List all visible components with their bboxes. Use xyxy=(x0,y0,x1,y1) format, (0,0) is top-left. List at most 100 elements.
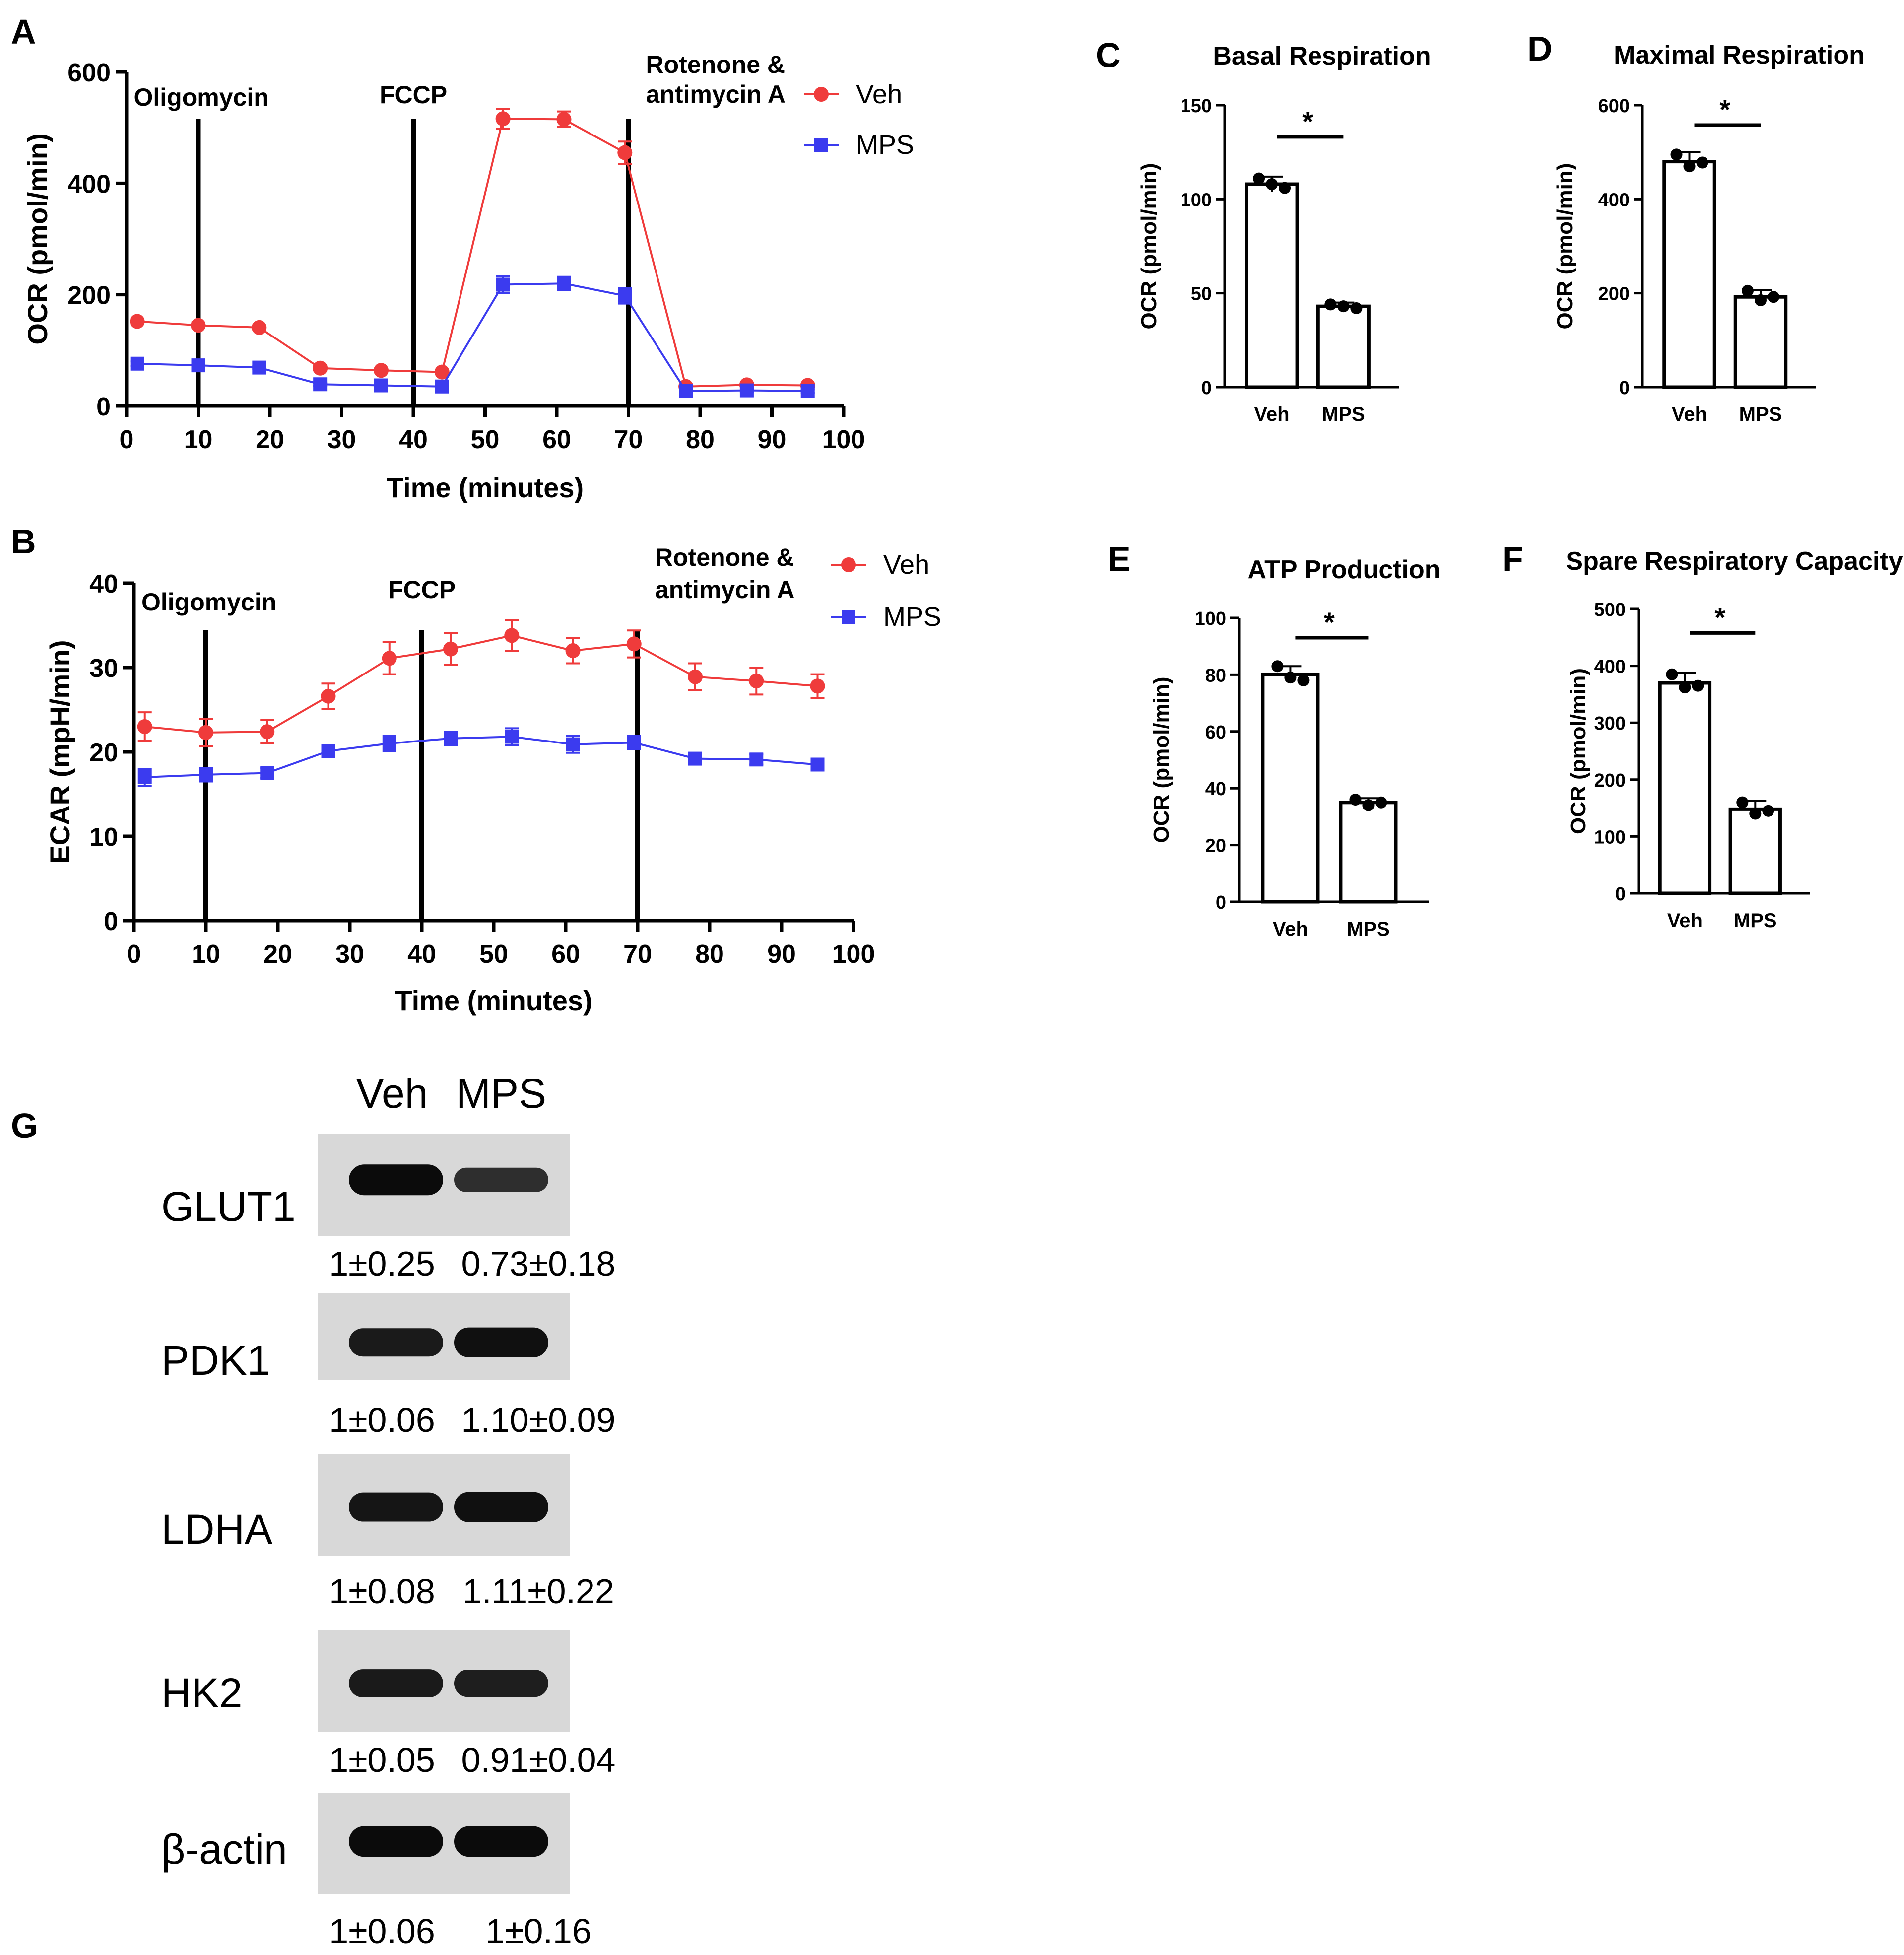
chart-c-y-tick-label: 150 xyxy=(1181,96,1212,117)
chart-b-veh-series-line xyxy=(144,634,818,734)
chart-f-veh-data-point xyxy=(1692,679,1704,692)
chart-c-veh-x-tick-label: Veh xyxy=(1254,404,1289,425)
chart-a-y-axis-label: OCR (pmol/min) xyxy=(22,133,53,344)
chart-c-panel-label: C xyxy=(1096,36,1121,74)
chart-d-mps-data-point xyxy=(1755,294,1767,306)
chart-c-title: Basal Respiration xyxy=(1213,42,1431,70)
chart-d-y-tick-label: 400 xyxy=(1598,190,1630,210)
chart-e-mps-data-point xyxy=(1362,799,1375,811)
panel-label-g: G xyxy=(11,1106,38,1145)
blot-hk2-band-mps xyxy=(454,1670,548,1697)
chart-a-mps-point xyxy=(130,356,144,371)
blot-ldha-band-veh xyxy=(349,1492,443,1522)
chart-b-veh-point xyxy=(137,719,152,734)
chart-c-mps-data-point xyxy=(1337,300,1350,313)
chart-c-mps-x-tick-label: MPS xyxy=(1322,404,1365,425)
chart-b-mps-point xyxy=(566,737,580,751)
chart-a-x-tick-label: 10 xyxy=(184,425,213,454)
chart-e-y-tick-label: 80 xyxy=(1205,665,1226,686)
chart-d-mps-x-tick-label: MPS xyxy=(1739,404,1782,425)
blot-actin-quant-veh: 1±0.06 xyxy=(329,1912,435,1951)
chart-a-injection-label: FCCP xyxy=(380,81,447,109)
chart-e-y-axis-label: OCR (pmol/min) xyxy=(1149,677,1174,843)
chart-d-y-tick-label: 200 xyxy=(1598,284,1630,305)
chart-a-panel-label: A xyxy=(11,12,36,51)
chart-b-veh-point xyxy=(260,724,275,740)
chart-d-y-tick-label: 600 xyxy=(1598,96,1630,117)
blot-pdk1-quant-mps: 1.10±0.09 xyxy=(461,1401,616,1439)
blot-ldha-protein-label: LDHA xyxy=(161,1506,272,1552)
chart-e-y-tick-label: 20 xyxy=(1205,836,1226,857)
chart-b-injection-label: Oligomycin xyxy=(141,588,276,616)
chart-c-y-tick-label: 100 xyxy=(1181,190,1212,210)
chart-c-veh-data-point xyxy=(1279,182,1291,194)
chart-b-y-tick-label: 20 xyxy=(89,739,118,767)
chart-e-y-tick-label: 60 xyxy=(1205,722,1226,743)
panel-f-spare-respiratory-capacity: F Spare Respiratory Capacity 0 100 200 300 400… xyxy=(1502,539,1903,932)
blot-glut1-protein-label: GLUT1 xyxy=(161,1183,296,1230)
chart-e-mps-bar xyxy=(1339,801,1398,904)
chart-b-y-tick-label: 10 xyxy=(89,823,118,852)
chart-a-x-tick-label: 30 xyxy=(328,425,356,454)
blot-pdk1-band-veh xyxy=(349,1328,443,1357)
chart-f-y-tick-label: 100 xyxy=(1594,827,1626,848)
blot-hk2-protein-label: HK2 xyxy=(161,1670,242,1716)
chart-b-y-tick-label: 0 xyxy=(104,907,118,936)
blot-ldha-quant-mps: 1.11±0.22 xyxy=(462,1572,614,1611)
chart-a-veh-point xyxy=(495,111,511,127)
chart-f-y-tick-label: 200 xyxy=(1594,770,1626,791)
panel-c-basal-respiration: C Basal Respiration 0 50 100 150 OCR (pmol/min… xyxy=(1096,36,1431,425)
chart-a-x-tick-label: 20 xyxy=(256,425,284,454)
chart-a-mps-point xyxy=(618,288,632,303)
blot-glut1-band-veh xyxy=(349,1164,443,1196)
chart-b-x-tick-label: 10 xyxy=(192,940,220,969)
chart-b-mps-legend-marker xyxy=(842,610,855,624)
chart-a-veh-point xyxy=(130,314,145,329)
blot-glut1-band-mps xyxy=(454,1167,548,1192)
chart-f-veh-data-point xyxy=(1666,668,1678,680)
chart-b-veh-point xyxy=(198,725,213,740)
chart-b-x-tick-label: 0 xyxy=(127,940,141,969)
chart-c-y-axis-label: OCR (pmol/min) xyxy=(1137,163,1161,330)
chart-a-veh-series-line xyxy=(137,118,808,388)
chart-a-mps-point xyxy=(252,360,266,375)
chart-e-mps-x-tick-label: MPS xyxy=(1347,918,1390,940)
chart-c-significance-marker: * xyxy=(1302,106,1313,137)
chart-a-x-tick-label: 100 xyxy=(822,425,865,454)
panel-e-atp-production: E ATP Production 0 20 40 60 80 100 OCR (pmol/min… xyxy=(1108,539,1441,940)
chart-b-mps-point xyxy=(810,757,825,772)
chart-b-veh-point xyxy=(749,674,764,689)
chart-b-x-tick-label: 80 xyxy=(695,940,724,969)
blot-lane-label-veh: Veh xyxy=(356,1070,428,1117)
chart-e-y-tick-label: 0 xyxy=(1216,892,1226,913)
blot-actin-band-mps xyxy=(454,1826,548,1857)
chart-a-injection-label: Oligomycin xyxy=(134,83,269,111)
chart-d-veh-bar xyxy=(1662,160,1716,389)
chart-e-panel-label: E xyxy=(1108,539,1131,578)
chart-b-y-tick-label: 40 xyxy=(89,570,118,599)
chart-c-mps-data-point xyxy=(1324,298,1337,311)
chart-a-veh-point xyxy=(252,320,267,335)
chart-e-veh-data-point xyxy=(1271,660,1284,673)
blot-glut1-quant-veh: 1±0.25 xyxy=(329,1244,435,1283)
chart-a-veh-point xyxy=(313,360,328,376)
chart-b-veh-legend-marker xyxy=(841,557,856,572)
chart-e-title: ATP Production xyxy=(1247,555,1440,584)
chart-b-x-tick-label: 20 xyxy=(263,940,292,969)
chart-f-mps-data-point xyxy=(1749,808,1762,820)
chart-b-x-tick-label: 30 xyxy=(335,940,364,969)
chart-d-y-axis-label: OCR (pmol/min) xyxy=(1553,163,1577,330)
chart-b-mps-legend-label: MPS xyxy=(883,602,941,632)
chart-a-y-tick-label: 0 xyxy=(96,393,111,421)
chart-a-x-axis-label: Time (minutes) xyxy=(387,472,584,503)
chart-a-x-tick-label: 70 xyxy=(614,425,643,454)
chart-b-mps-point xyxy=(199,767,213,782)
chart-f-title: Spare Respiratory Capacity xyxy=(1566,547,1903,576)
chart-b-veh-point xyxy=(443,641,458,657)
chart-b-veh-point xyxy=(626,636,642,652)
blot-ldha-quant-veh: 1±0.08 xyxy=(329,1572,435,1611)
blot-pdk1-band-mps xyxy=(454,1327,548,1357)
chart-a-y-tick-label: 400 xyxy=(67,170,111,199)
